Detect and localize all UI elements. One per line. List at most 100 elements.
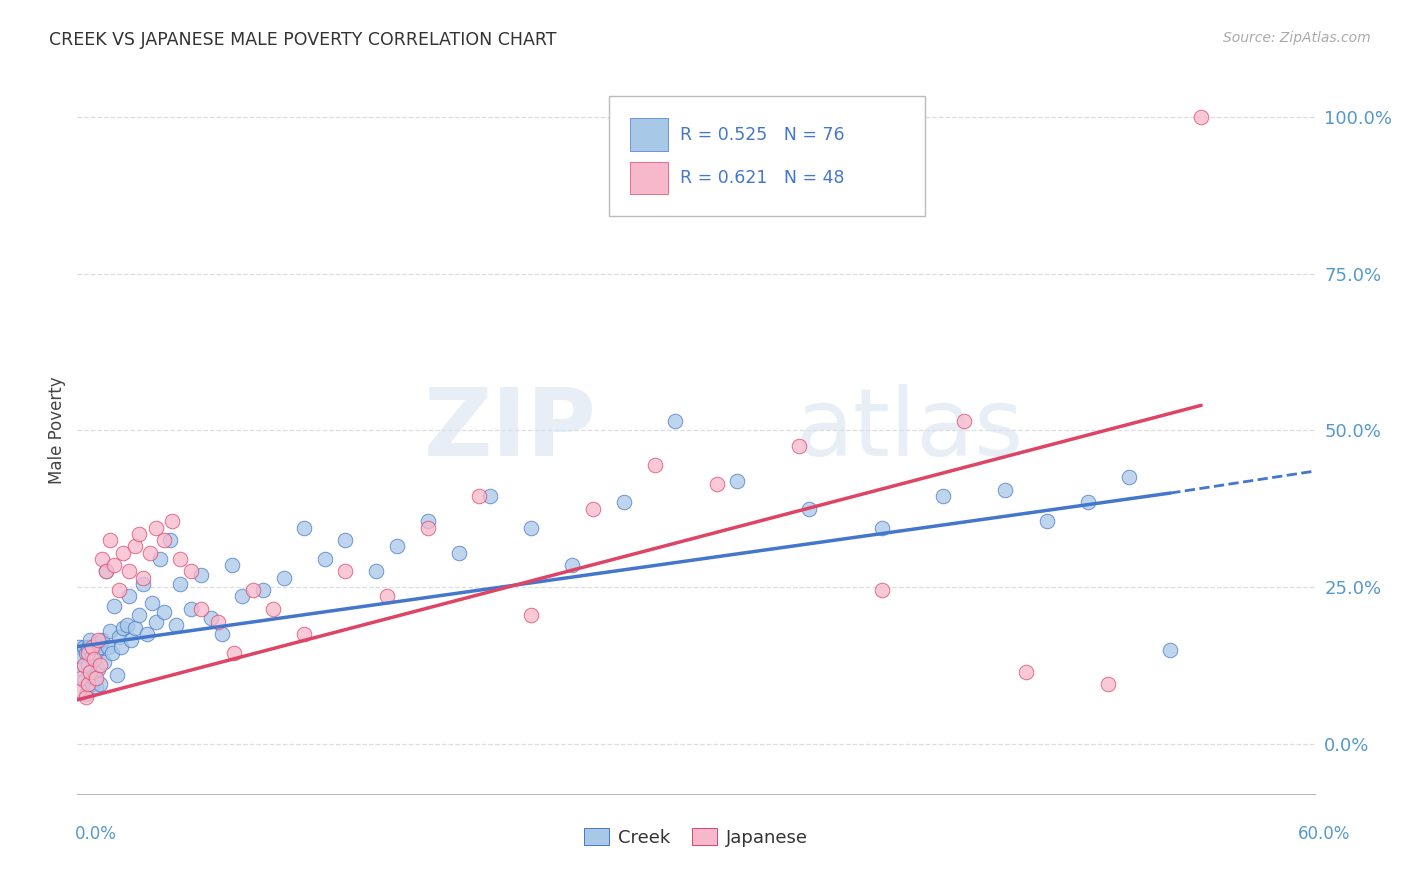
Point [98, 533, 121, 547]
Point [70, 648, 93, 663]
Point [83, 671, 105, 685]
Point [520, 608, 543, 623]
Point [103, 558, 125, 573]
Point [111, 546, 134, 560]
Point [787, 439, 810, 453]
Point [91, 633, 114, 648]
Point [262, 602, 284, 616]
Point [1097, 677, 1119, 691]
Point [80, 648, 103, 663]
Point [136, 627, 159, 641]
Point [145, 520, 167, 534]
Point [76, 658, 98, 673]
Point [84, 646, 107, 660]
Text: atlas: atlas [794, 384, 1024, 476]
Point [725, 474, 748, 488]
Point [385, 539, 408, 553]
Text: 60.0%: 60.0% [1298, 825, 1351, 843]
Point [124, 539, 146, 553]
Point [153, 605, 176, 619]
Point [79, 665, 101, 679]
Point [75, 646, 97, 660]
Text: Source: ZipAtlas.com: Source: ZipAtlas.com [1223, 31, 1371, 45]
Point [1015, 665, 1038, 679]
Point [273, 571, 295, 585]
Point [292, 627, 315, 641]
Point [76, 677, 98, 691]
Point [932, 489, 955, 503]
Point [1118, 470, 1140, 484]
Point [242, 583, 264, 598]
Point [169, 577, 191, 591]
Point [89, 658, 111, 673]
Point [128, 526, 150, 541]
Point [89, 677, 111, 691]
Point [1035, 514, 1057, 528]
Point [870, 520, 893, 534]
Point [84, 681, 107, 695]
Point [169, 552, 191, 566]
Point [115, 617, 138, 632]
Text: R = 0.525   N = 76: R = 0.525 N = 76 [681, 126, 845, 144]
Point [70, 661, 93, 675]
Point [70, 671, 93, 685]
Point [101, 646, 124, 660]
Text: 0.0%: 0.0% [75, 825, 117, 843]
Point [561, 558, 583, 573]
Text: R = 0.621   N = 48: R = 0.621 N = 48 [681, 169, 845, 187]
Point [120, 633, 142, 648]
Point [149, 552, 172, 566]
Point [80, 677, 103, 691]
Point [87, 636, 110, 650]
Point [132, 571, 155, 585]
Point [1159, 642, 1181, 657]
Point [222, 646, 245, 660]
Point [67, 640, 90, 654]
Point [124, 621, 146, 635]
Point [582, 501, 605, 516]
Point [447, 546, 470, 560]
FancyBboxPatch shape [609, 96, 925, 216]
Point [159, 533, 181, 547]
Point [160, 514, 183, 528]
Point [128, 608, 150, 623]
Point [211, 627, 233, 641]
Point [76, 640, 98, 654]
Point [1077, 495, 1099, 509]
Point [98, 624, 121, 638]
Point [72, 640, 94, 654]
Point [76, 646, 98, 660]
Point [97, 640, 120, 654]
Legend: Creek, Japanese: Creek, Japanese [576, 821, 815, 854]
Text: ZIP: ZIP [425, 384, 598, 476]
Point [190, 567, 212, 582]
Point [520, 520, 543, 534]
Point [335, 533, 357, 547]
Point [118, 590, 141, 604]
Point [89, 640, 111, 654]
Point [190, 602, 212, 616]
Point [165, 617, 187, 632]
Point [141, 596, 163, 610]
Point [1189, 110, 1212, 124]
Point [107, 583, 129, 598]
Point [72, 674, 94, 689]
Point [72, 658, 94, 673]
Point [468, 489, 491, 503]
Point [87, 633, 110, 648]
Point [252, 583, 274, 598]
Point [145, 615, 167, 629]
FancyBboxPatch shape [630, 161, 668, 194]
Point [138, 546, 160, 560]
Point [80, 640, 103, 654]
Point [96, 565, 118, 579]
Point [132, 577, 155, 591]
Point [799, 501, 821, 516]
Point [93, 655, 115, 669]
Point [375, 590, 398, 604]
Point [83, 640, 105, 654]
Point [75, 687, 97, 701]
Point [75, 690, 97, 704]
Point [200, 611, 222, 625]
Point [994, 483, 1017, 497]
